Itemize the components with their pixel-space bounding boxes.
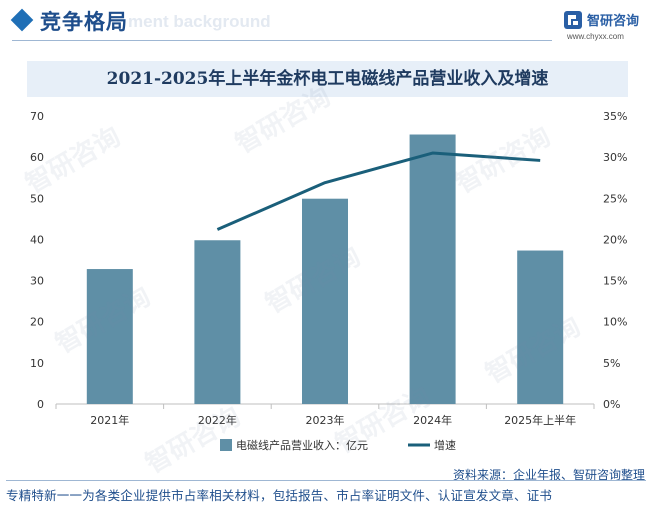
y-right-tick-label: 10% xyxy=(603,316,627,329)
y-right-tick-label: 0% xyxy=(603,398,620,411)
bar xyxy=(86,269,133,404)
y-left-tick-label: 0 xyxy=(37,398,44,411)
bar xyxy=(409,134,456,404)
y-right-tick-label: 5% xyxy=(603,357,620,370)
y-left-tick-label: 10 xyxy=(30,357,44,370)
y-left-tick-label: 30 xyxy=(30,275,44,288)
x-tick-label: 2021年 xyxy=(90,413,129,427)
y-right-tick-label: 35% xyxy=(603,110,627,123)
page-title: 竞争格局 xyxy=(40,10,128,34)
bar xyxy=(302,198,348,404)
y-left-tick-label: 60 xyxy=(30,151,44,164)
y-right-tick-label: 30% xyxy=(603,151,627,164)
y-right-tick-label: 25% xyxy=(603,192,627,205)
legend-bar-label: 电磁线产品营业收入：亿元 xyxy=(236,438,368,452)
footer-divider xyxy=(6,480,646,481)
y-left-tick-label: 20 xyxy=(30,316,44,329)
chart-title-bar: 2021-2025年上半年金杯电工电磁线产品营业收入及增速 xyxy=(27,61,628,97)
y-right-tick-label: 15% xyxy=(603,275,627,288)
x-tick-label: 2025年上半年 xyxy=(504,413,576,427)
header: ment background 竞争格局 智研咨询 www.chyxx.com xyxy=(0,0,651,48)
chart-title: 2021-2025年上半年金杯电工电磁线产品营业收入及增速 xyxy=(106,69,549,89)
brand-url: www.chyxx.com xyxy=(567,32,624,41)
bar xyxy=(517,250,564,404)
chart: 0 10 20 30 40 50 60 70 0% 5% 10% 15% 20% 25% 30% 35% 202… xyxy=(30,110,627,452)
brand-logo-icon xyxy=(564,11,582,29)
y-right-tick-label: 20% xyxy=(603,233,627,246)
header-diamond-icon xyxy=(10,8,34,32)
legend-line-label: 增速 xyxy=(434,438,456,452)
header-ghost-text: ment background xyxy=(128,12,271,31)
x-tick-label: 2023年 xyxy=(306,413,345,427)
footer-text: 专精特新一一为各类企业提供市占率相关材料，包括报告、市占率证明文件、认证宣发文章… xyxy=(6,488,553,503)
y-left-tick-label: 50 xyxy=(30,192,44,205)
x-tick-label: 2024年 xyxy=(413,413,452,427)
brand-name: 智研咨询 xyxy=(587,14,640,29)
y-left-tick-label: 70 xyxy=(30,110,44,123)
growth-line xyxy=(216,151,541,231)
brand-logo: 智研咨询 www.chyxx.com xyxy=(563,8,649,46)
source-note: 资料来源：企业年报、智研咨询整理 xyxy=(452,468,645,482)
x-tick-label: 2022年 xyxy=(198,413,237,427)
y-left-tick-label: 40 xyxy=(30,233,44,246)
header-divider xyxy=(12,40,552,41)
bar xyxy=(194,240,241,404)
legend-bar-swatch xyxy=(220,439,232,451)
